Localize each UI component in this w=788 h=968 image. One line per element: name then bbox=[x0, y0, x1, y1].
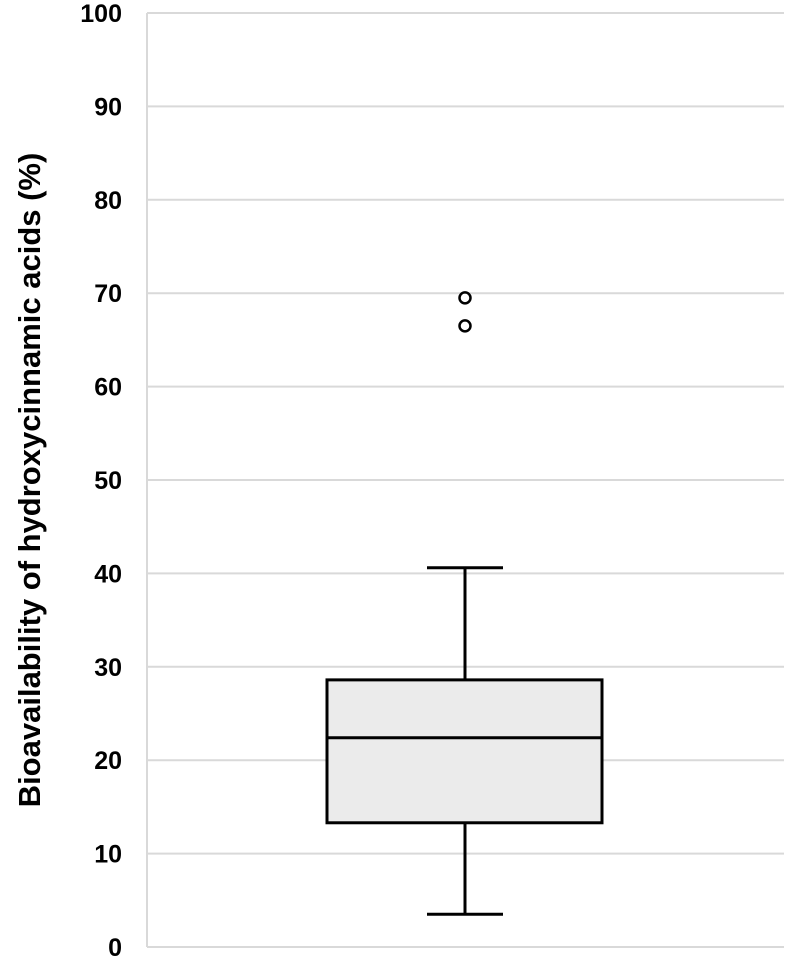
y-tick-labels: 0 10 20 30 40 50 60 70 80 90 100 bbox=[80, 0, 122, 962]
y-tick-label-80: 80 bbox=[94, 187, 122, 215]
y-tick-label-10: 10 bbox=[94, 841, 122, 869]
y-tick-label-50: 50 bbox=[94, 467, 122, 495]
iqr-box bbox=[325, 678, 604, 825]
outlier-point-2 bbox=[458, 291, 472, 305]
y-tick-label-20: 20 bbox=[94, 747, 122, 775]
y-tick-label-100: 100 bbox=[80, 0, 122, 28]
outlier-point-1 bbox=[458, 319, 472, 333]
y-tick-label-70: 70 bbox=[94, 280, 122, 308]
y-axis-title: Bioavailability of hydroxycinnamic acids… bbox=[12, 153, 47, 808]
y-tick-label-40: 40 bbox=[94, 560, 122, 588]
box-plot bbox=[325, 291, 604, 916]
y-tick-label-30: 30 bbox=[94, 654, 122, 682]
y-tick-label-60: 60 bbox=[94, 374, 122, 402]
y-tick-label-0: 0 bbox=[108, 934, 122, 962]
y-tick-label-90: 90 bbox=[94, 93, 122, 121]
